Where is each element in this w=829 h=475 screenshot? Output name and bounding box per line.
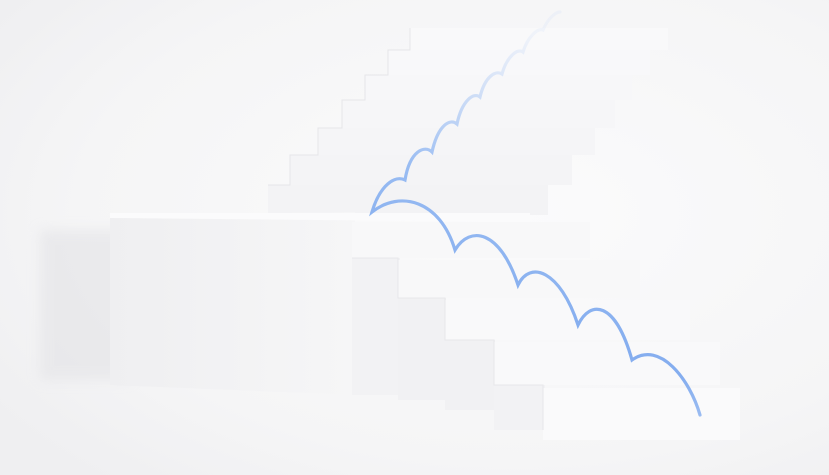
- upper-staircase: [268, 28, 668, 215]
- landing-block: [110, 212, 530, 395]
- bouncing-ball-path: [369, 10, 702, 417]
- lower-staircase: [352, 222, 740, 440]
